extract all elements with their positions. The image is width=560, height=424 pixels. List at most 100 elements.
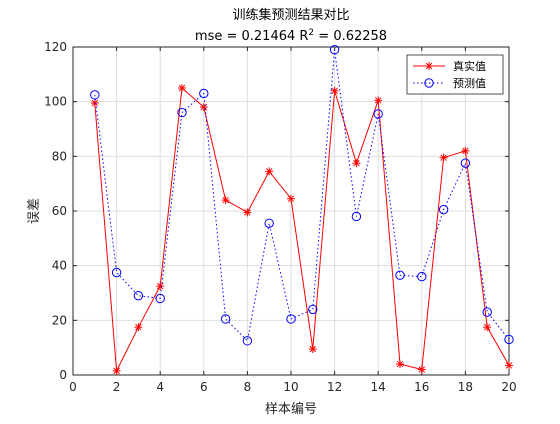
data-point-asterisk: [287, 194, 295, 203]
data-point-circle: [373, 109, 383, 119]
data-point-circle: [155, 293, 165, 304]
data-point-circle: [111, 267, 122, 278]
data-point-asterisk: [156, 282, 165, 291]
data-point-asterisk: [134, 323, 143, 332]
data-point-circle: [504, 334, 514, 345]
series-0: [90, 84, 513, 375]
data-point-circle: [395, 270, 405, 280]
data-point-asterisk: [439, 153, 448, 162]
asterisk-stroke: [353, 159, 360, 167]
series-line: [94, 49, 510, 342]
asterisk-stroke: [505, 362, 513, 369]
data-point-asterisk: [221, 196, 230, 205]
data-point-asterisk: [178, 84, 186, 92]
data-point-asterisk: [90, 99, 99, 108]
data-point-circle: [242, 336, 253, 346]
y-tick-label: 120: [44, 40, 67, 54]
x-tick-label: 16: [414, 380, 429, 394]
data-point-asterisk: [330, 86, 339, 95]
x-tick-label: 18: [458, 380, 473, 394]
x-tick-label: 12: [327, 380, 342, 394]
data-point-circle: [286, 314, 296, 324]
asterisk-stroke: [178, 84, 186, 92]
asterisk-stroke: [331, 87, 338, 94]
data-point-circle: [438, 204, 449, 215]
asterisk-stroke: [287, 195, 295, 202]
legend-marker-asterisk: [425, 62, 433, 70]
asterisk-stroke: [483, 323, 491, 331]
data-point-circle: [308, 304, 318, 315]
data-point-asterisk: [417, 365, 426, 374]
data-point-circle: [351, 211, 362, 222]
x-tick-label: 10: [283, 380, 298, 394]
data-point-asterisk: [461, 146, 470, 155]
y-tick-label: 0: [59, 368, 67, 382]
data-point-circle: [90, 90, 100, 100]
chart-subtitle: mse = 0.21464 R2 = 0.62258: [195, 28, 387, 44]
legend-box: [406, 54, 504, 95]
asterisk-stroke: [265, 168, 273, 175]
data-point-asterisk: [352, 159, 361, 168]
x-tick-label: 6: [200, 380, 208, 394]
x-tick-label: 20: [501, 380, 516, 394]
x-tick-label: 0: [69, 380, 77, 394]
asterisk-stroke: [440, 154, 447, 161]
data-point-asterisk: [199, 103, 208, 112]
legend-label: 真实值: [453, 59, 486, 73]
asterisk-stroke: [425, 62, 433, 70]
data-point-asterisk: [396, 360, 404, 369]
series-line: [94, 86, 510, 373]
x-tick-label: 2: [113, 380, 121, 394]
y-tick-label: 80: [52, 149, 67, 163]
data-point-circle: [220, 314, 231, 324]
data-point-asterisk: [243, 208, 252, 217]
chart-title: 训练集预测结果对比: [232, 7, 349, 23]
data-point-asterisk: [505, 361, 513, 370]
data-point-circle: [264, 218, 274, 229]
data-point-circle: [329, 45, 340, 55]
data-point-asterisk: [483, 323, 492, 332]
y-tick-label: 100: [44, 95, 67, 109]
asterisk-stroke: [135, 323, 142, 331]
series-layer: [90, 45, 514, 375]
asterisk-stroke: [156, 282, 164, 290]
data-point-asterisk: [265, 167, 274, 176]
data-point-asterisk: [308, 345, 317, 354]
asterisk-stroke: [222, 196, 229, 204]
legend-marker-circle: [424, 78, 434, 88]
asterisk-stroke: [244, 209, 251, 216]
data-point-asterisk: [112, 366, 121, 375]
data-point-asterisk: [374, 96, 383, 105]
data-point-circle: [460, 158, 471, 168]
asterisk-stroke: [91, 99, 99, 107]
subtitle-superscript: 2: [308, 28, 314, 38]
axis-ticks: 0 2 4 6 8 10 12 14 16 18 20 0 20 40 60 80 100 120: [44, 40, 517, 394]
x-tick-label: 8: [244, 380, 252, 394]
x-tick-label: 4: [156, 380, 164, 394]
legend-item-0: 真实值: [413, 59, 486, 73]
asterisk-stroke: [309, 345, 317, 353]
y-axis-label: 误差: [27, 198, 42, 224]
asterisk-stroke: [200, 103, 208, 111]
data-point-circle: [482, 307, 492, 317]
x-tick-label: 14: [371, 380, 386, 394]
subtitle-prefix: mse = 0.21464 R: [195, 29, 309, 44]
y-tick-label: 20: [52, 313, 67, 327]
data-point-circle: [199, 88, 209, 99]
legend-item-1: 预测值: [413, 77, 486, 90]
y-tick-label: 60: [52, 204, 67, 218]
asterisk-stroke: [396, 360, 404, 368]
asterisk-stroke: [374, 97, 382, 104]
asterisk-stroke: [418, 366, 426, 373]
subtitle-suffix: = 0.62258: [314, 29, 387, 44]
asterisk-stroke: [113, 367, 120, 375]
data-point-circle: [133, 291, 144, 301]
legend-label: 预测值: [453, 77, 486, 90]
series-1: [90, 45, 514, 346]
asterisk-stroke: [462, 147, 469, 155]
data-point-circle: [417, 271, 427, 282]
